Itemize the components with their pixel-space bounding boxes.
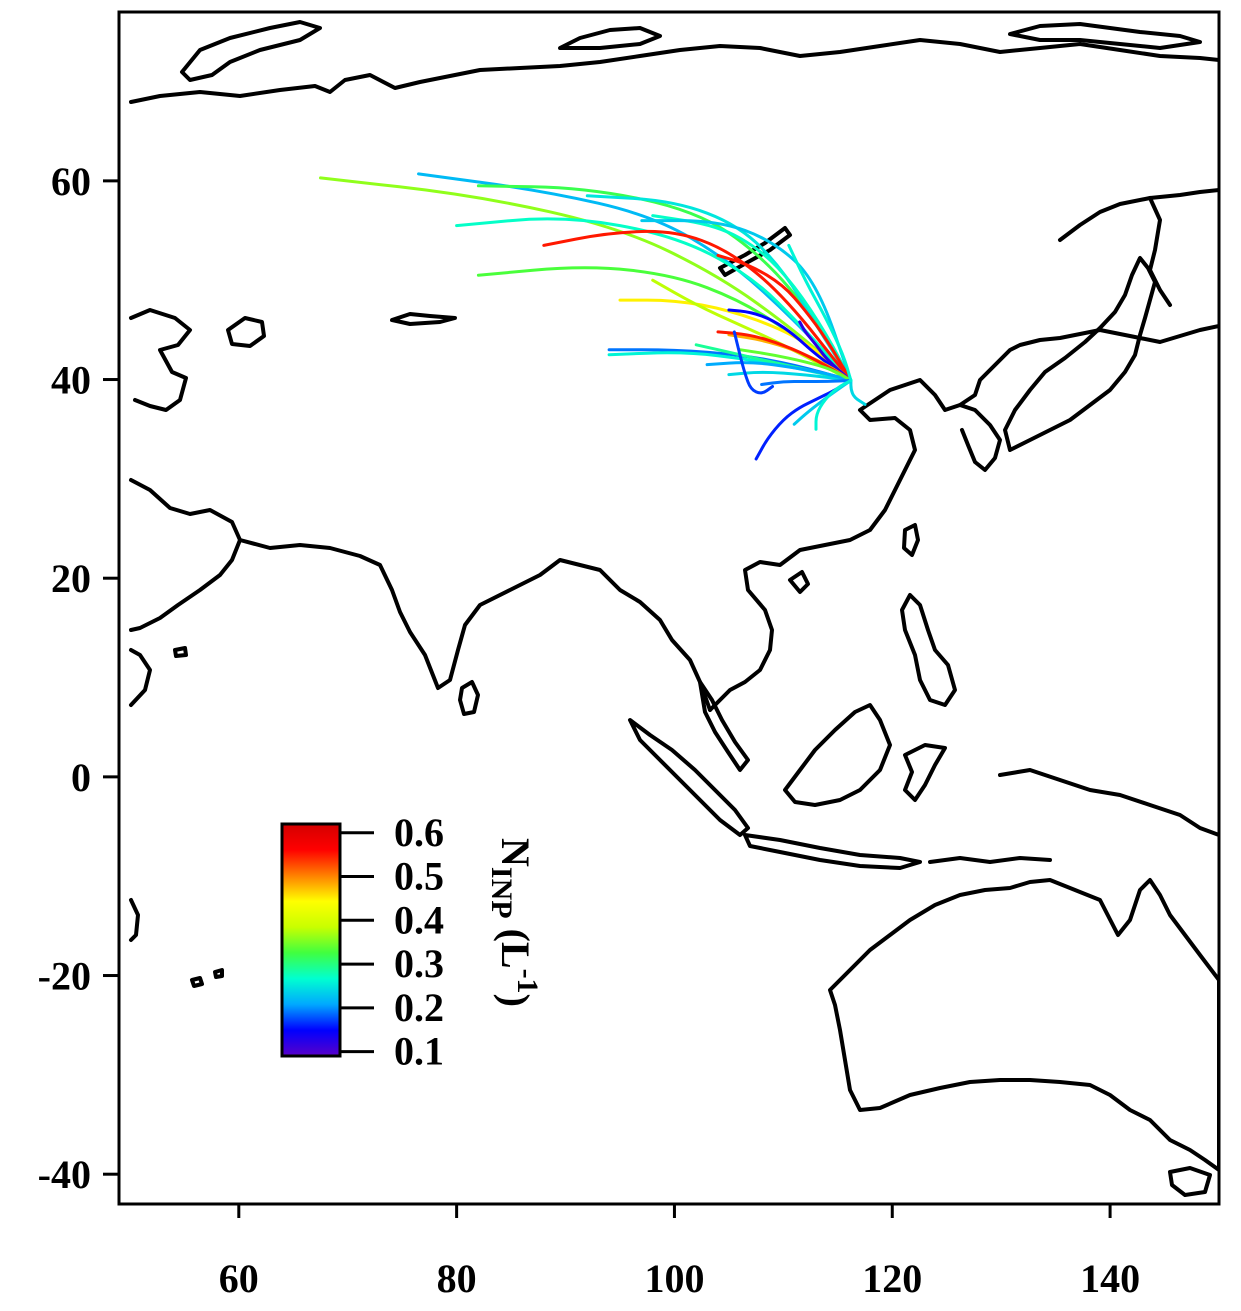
coastline-china-east [708,324,1219,712]
coastline-maldives [173,646,188,658]
trajectory-24 [760,379,853,386]
y-tick-label: 60 [51,159,91,204]
coastline-java [743,833,922,870]
y-tick-label: -40 [38,1152,91,1197]
colorbar-title-sub: INP [485,867,518,919]
trajectory-25 [754,379,853,461]
coastline-sumatra [628,718,750,837]
coastline-layer [129,20,1219,1197]
y-tick-label: 20 [51,556,91,601]
x-tick-label: 120 [862,1256,922,1301]
colorbar-gradient [280,822,342,1058]
coastline-hainan [788,570,810,594]
colorbar-tick-label: 0.3 [394,941,444,986]
plot-frame [117,10,1221,1206]
coastline-madagascar-edge [129,898,140,942]
colorbar-title: NINP (L-1) [485,838,544,1007]
coastline-aral [226,316,266,348]
coastline-novaya-zemlya [180,20,322,82]
trajectory-27 [814,379,853,431]
coastline-severnaya [558,26,662,50]
trajectory-9 [716,253,853,382]
coastline-japan [1003,256,1157,452]
coastline-nusa [928,856,1052,864]
trajectory-22 [738,348,853,382]
trajectory-23 [732,330,774,395]
trajectory-3 [455,217,853,382]
trajectory-7 [640,219,853,382]
coastline-borneo [783,703,892,807]
trajectory-8 [542,229,853,382]
coastline-india [238,538,712,712]
y-axis: 60 40 20 0 -20 -40 [38,159,119,1197]
colorbar-ticks: 0.60.50.40.30.20.1 [340,810,444,1074]
trajectory-28 [849,379,867,406]
coastline-philippines [900,593,957,707]
x-tick-label: 80 [437,1256,477,1301]
trajectory-14 [798,320,853,382]
coastline-arctic [129,38,1219,104]
trajectory-21 [705,361,853,382]
colorbar-tick-label: 0.1 [394,1029,444,1074]
coastline-sakhalin-kamchatka [1058,188,1219,242]
coastline-arabia-iran [129,478,242,632]
colorbar-tick-label: 0.2 [394,985,444,1030]
colorbar-title-sup: -1 [511,969,544,994]
coastline-arabian-sea [129,648,152,707]
x-tick-label: 60 [219,1256,259,1301]
trajectory-17 [607,348,853,382]
trajectory-13 [727,308,853,382]
trajectory-16 [716,330,853,382]
coastline-new-guinea [998,768,1219,837]
trajectory-4 [476,184,853,382]
coastline-korea [958,403,1002,472]
coastline-okhotsk [1148,196,1172,307]
y-tick-label: 0 [71,755,91,800]
colorbar: 0.60.50.40.30.20.1 NINP (L-1) [280,810,544,1074]
trajectory-10 [476,266,853,382]
coastline-balkhash [390,312,457,326]
x-tick-label: 140 [1080,1256,1140,1301]
coastline-taiwan [902,523,920,557]
coastline-caspian [129,308,192,412]
colorbar-tick-label: 0.5 [394,854,444,899]
colorbar-title-main: N [493,838,538,867]
coastline-reunion [213,968,224,979]
colorbar-title-unit: (L [493,929,538,969]
trajectory-29 [787,243,853,382]
coastline-sri-lanka [458,680,480,716]
y-tick-label: 40 [51,358,91,403]
trajectory-20 [727,370,853,382]
x-tick-label: 100 [644,1256,704,1301]
coastline-tasmania [1168,1166,1212,1197]
trajectory-1 [319,176,853,382]
coastline-mauritius [190,976,204,988]
y-tick-label: -20 [38,954,91,999]
trajectory-layer [319,172,867,461]
x-axis: 60 80 100 120 140 [219,1204,1140,1301]
colorbar-tick-label: 0.4 [394,897,444,942]
colorbar-tick-label: 0.6 [394,810,444,855]
colorbar-title-close: ) [493,994,538,1007]
coastline-australia [828,878,1219,1172]
coastline-sulawesi [903,743,947,802]
coastline-malay [698,680,750,772]
coastline-nsi [1008,22,1202,50]
